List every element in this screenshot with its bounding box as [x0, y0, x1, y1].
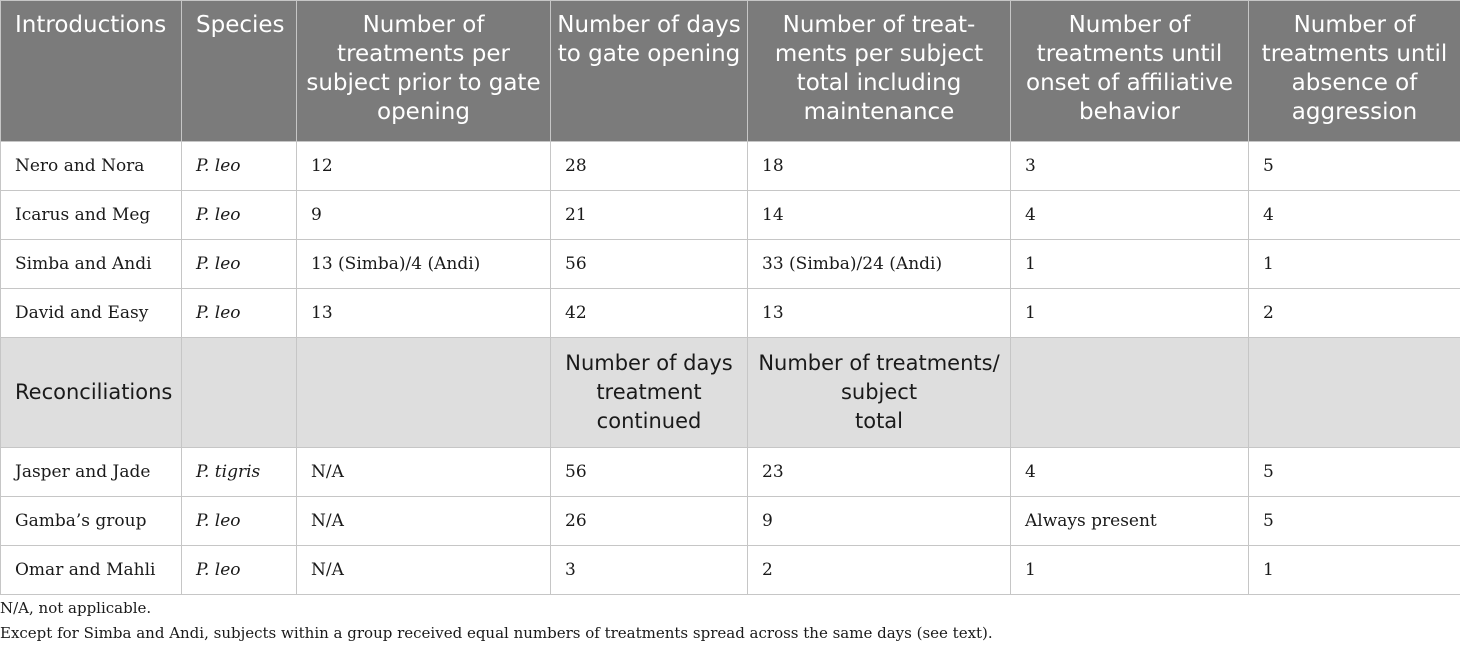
cell-species: P. leo	[181, 545, 297, 595]
subheader-total-line2: subject	[840, 380, 918, 404]
subheader-total: Number of treatments/subject total	[747, 337, 1011, 448]
cell-aggression: 1	[1248, 239, 1460, 289]
cell-prior: 13	[296, 288, 551, 338]
cell-species: P. leo	[181, 239, 297, 289]
footnote-na: N/A, not applicable.	[0, 599, 152, 617]
cell-prior: N/A	[296, 496, 551, 546]
cell-species: P. leo	[181, 141, 297, 191]
cell-aggression: 1	[1248, 545, 1460, 595]
cell-prior: 9	[296, 190, 551, 240]
cell-affiliative: 4	[1010, 447, 1249, 497]
subheader-days: Number of days treatment continued	[550, 337, 748, 448]
table-row: David and Easy P. leo 13 42 13 1 2	[0, 288, 1460, 338]
table-row: Icarus and Meg P. leo 9 21 14 4 4	[0, 190, 1460, 240]
header-affiliative: Number of treatments until onset of affi…	[1010, 0, 1249, 142]
cell-group: Gamba’s group	[0, 496, 182, 546]
cell-group: Omar and Mahli	[0, 545, 182, 595]
header-row: Introductions Species Number of treatmen…	[0, 0, 1460, 142]
subheader-empty-prior	[296, 337, 551, 448]
cell-species: P. leo	[181, 496, 297, 546]
reconciliations-subheader-row: Reconciliations Number of days treatment…	[0, 337, 1460, 448]
subheader-empty-species	[181, 337, 297, 448]
table-row: Omar and Mahli P. leo N/A 3 2 1 1	[0, 545, 1460, 595]
cell-aggression: 2	[1248, 288, 1460, 338]
subheader-total-line1: Number of treatments/	[758, 351, 1000, 375]
cell-affiliative: 3	[1010, 141, 1249, 191]
cell-species: P. tigris	[181, 447, 297, 497]
table-row: Simba and Andi P. leo 13 (Simba)/4 (Andi…	[0, 239, 1460, 289]
footnote-simba-andi: Except for Simba and Andi, subjects with…	[0, 624, 993, 642]
table-row: Jasper and Jade P. tigris N/A 56 23 4 5	[0, 447, 1460, 497]
cell-days: 3	[550, 545, 748, 595]
cell-prior: N/A	[296, 447, 551, 497]
cell-aggression: 5	[1248, 496, 1460, 546]
header-species: Species	[181, 0, 297, 142]
header-aggression: Number of treatments until absence of ag…	[1248, 0, 1460, 142]
cell-group: Simba and Andi	[0, 239, 182, 289]
cell-total: 2	[747, 545, 1011, 595]
cell-affiliative: 1	[1010, 288, 1249, 338]
cell-group: Nero and Nora	[0, 141, 182, 191]
cell-total: 9	[747, 496, 1011, 546]
cell-group: David and Easy	[0, 288, 182, 338]
cell-days: 21	[550, 190, 748, 240]
cell-affiliative: 1	[1010, 545, 1249, 595]
cell-days: 26	[550, 496, 748, 546]
cell-affiliative: Always present	[1010, 496, 1249, 546]
subheader-total-line3: total	[854, 409, 904, 433]
cell-group: Jasper and Jade	[0, 447, 182, 497]
cell-total: 13	[747, 288, 1011, 338]
table-row: Gamba’s group P. leo N/A 26 9 Always pre…	[0, 496, 1460, 546]
cell-total: 14	[747, 190, 1011, 240]
cell-total: 18	[747, 141, 1011, 191]
header-treatments-total: Number of treat-ments per subject total …	[747, 0, 1011, 142]
cell-total: 33 (Simba)/24 (Andi)	[747, 239, 1011, 289]
cell-prior: N/A	[296, 545, 551, 595]
cell-prior: 13 (Simba)/4 (Andi)	[296, 239, 551, 289]
table-row: Nero and Nora P. leo 12 28 18 3 5	[0, 141, 1460, 191]
cell-aggression: 5	[1248, 447, 1460, 497]
cell-days: 56	[550, 239, 748, 289]
header-days-to-gate: Number of days to gate opening	[550, 0, 748, 142]
cell-days: 56	[550, 447, 748, 497]
subheader-empty-affiliative	[1010, 337, 1249, 448]
cell-species: P. leo	[181, 288, 297, 338]
cell-prior: 12	[296, 141, 551, 191]
header-introductions: Introductions	[0, 0, 182, 142]
header-treatments-prior: Number of treatments per subject prior t…	[296, 0, 551, 142]
cell-total: 23	[747, 447, 1011, 497]
cell-days: 42	[550, 288, 748, 338]
cell-group: Icarus and Meg	[0, 190, 182, 240]
cell-species: P. leo	[181, 190, 297, 240]
subheader-empty-aggression	[1248, 337, 1460, 448]
table-footnotes: N/A, not applicable. Except for Simba an…	[0, 596, 1460, 646]
cell-aggression: 5	[1248, 141, 1460, 191]
cell-affiliative: 1	[1010, 239, 1249, 289]
cell-days: 28	[550, 141, 748, 191]
treatment-table: Introductions Species Number of treatmen…	[0, 0, 1460, 595]
reconciliations-label: Reconciliations	[0, 337, 182, 448]
cell-affiliative: 4	[1010, 190, 1249, 240]
cell-aggression: 4	[1248, 190, 1460, 240]
